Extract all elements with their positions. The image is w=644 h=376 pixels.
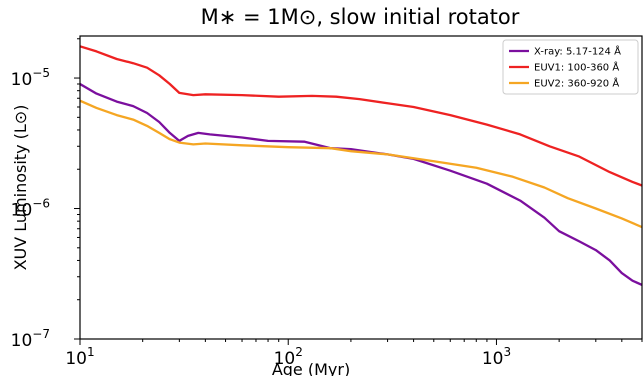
y-axis-label: XUV Luminosity (L⊙): [11, 105, 30, 271]
y-tick-label: 10−5: [11, 66, 50, 90]
legend-label-3: EUV2: 360-920 Å: [534, 77, 619, 90]
legend-label-1: X-ray: 5.17-124 Å: [534, 45, 621, 58]
x-axis-label: Age (Myr): [272, 360, 350, 376]
x-tick-label: 101: [65, 345, 94, 369]
plot-frame: [79, 35, 643, 340]
x-tick-label: 102: [274, 345, 303, 369]
y-tick-label: 10−7: [11, 327, 50, 351]
x-tick-label: 103: [482, 345, 511, 369]
axis-ticks: 101 102 103 10−7 10−6 10−5: [11, 38, 643, 369]
plot-area: [80, 45, 642, 286]
series-line-1: [80, 83, 642, 286]
y-tick-label: 10−6: [11, 197, 50, 221]
series-line-3: [80, 99, 642, 229]
legend-box: [502, 39, 639, 95]
legend: X-ray: 5.17-124 Å EUV1: 100-360 Å EUV2: 36…: [502, 39, 639, 95]
series-line-2: [80, 45, 642, 187]
chart-title: M∗ = 1M⊙, slow initial rotator: [201, 5, 520, 29]
legend-label-2: EUV1: 100-360 Å: [534, 61, 619, 74]
